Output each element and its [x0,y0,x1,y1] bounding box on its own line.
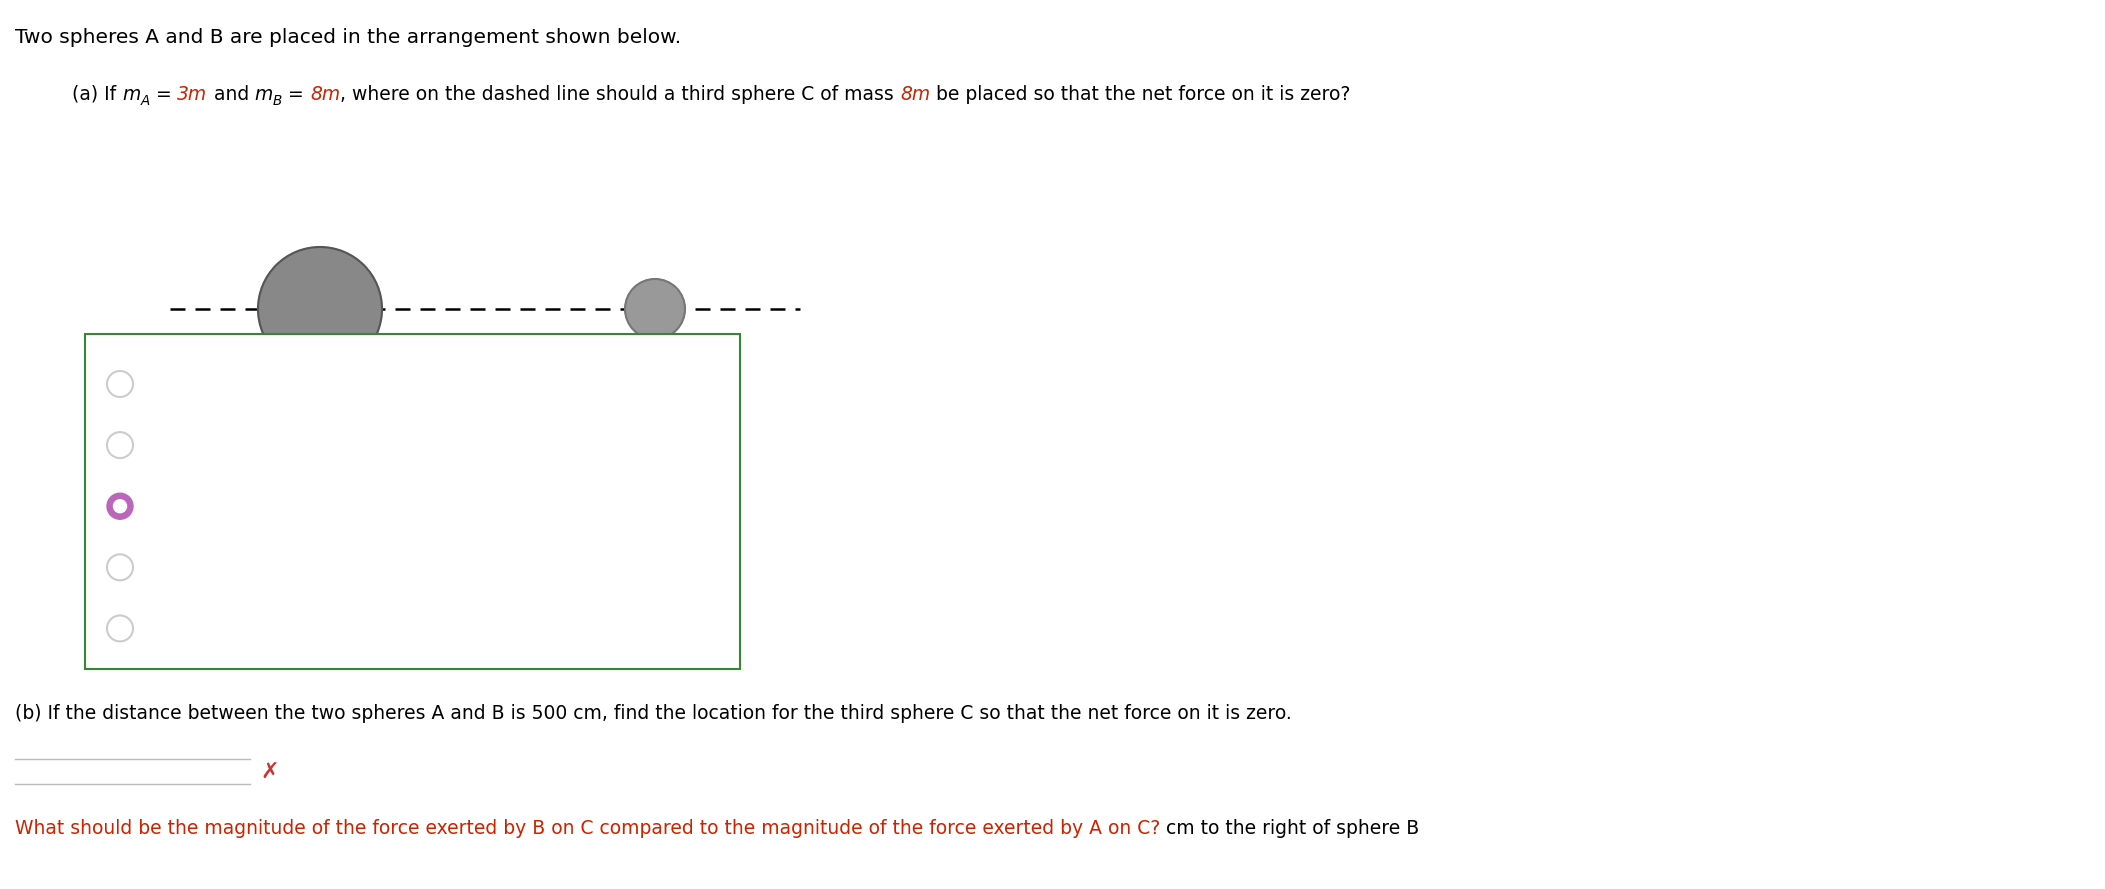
Circle shape [107,432,133,458]
Text: between A and B, closer to B: between A and B, closer to B [154,619,436,638]
Circle shape [259,247,381,371]
Circle shape [625,279,684,339]
Circle shape [107,493,133,519]
Text: (b) If the distance between the two spheres A and B is 500 cm, find the location: (b) If the distance between the two sphe… [15,704,1292,723]
Circle shape [107,555,133,581]
Text: between A and B, closer to A: between A and B, closer to A [154,497,436,516]
Text: B: B [314,396,326,415]
Text: =: = [149,85,177,104]
Circle shape [107,615,133,642]
Circle shape [114,500,126,513]
Text: at the midpoint between A and B: at the midpoint between A and B [154,374,476,394]
Text: 8m: 8m [309,85,341,104]
Text: be placed so that the net force on it is zero?: be placed so that the net force on it is… [930,85,1351,104]
Text: A: A [648,354,661,373]
Text: cm to the right of sphere B: cm to the right of sphere B [1160,819,1419,838]
Circle shape [107,371,133,397]
Text: to the left of B: to the left of B [154,436,293,454]
Text: , where on the dashed line should a third sphere C of mass: , where on the dashed line should a thir… [341,85,899,104]
Text: 3m: 3m [177,85,208,104]
Text: What should be the magnitude of the force exerted by B on C compared to the magn: What should be the magnitude of the forc… [15,819,1160,838]
Text: ✓: ✓ [703,630,724,654]
Text: m: m [122,85,141,104]
Text: to the right of A: to the right of A [154,557,307,577]
Text: and: and [208,85,255,104]
Text: 8m: 8m [899,85,930,104]
Text: m: m [255,85,274,104]
Bar [84,334,741,669]
Text: ✗: ✗ [261,762,278,781]
Text: =: = [282,85,309,104]
Text: A: A [141,94,149,108]
Text: Two spheres A and B are placed in the arrangement shown below.: Two spheres A and B are placed in the ar… [15,28,682,47]
Text: (a) If: (a) If [72,85,122,104]
Text: B: B [274,94,282,108]
